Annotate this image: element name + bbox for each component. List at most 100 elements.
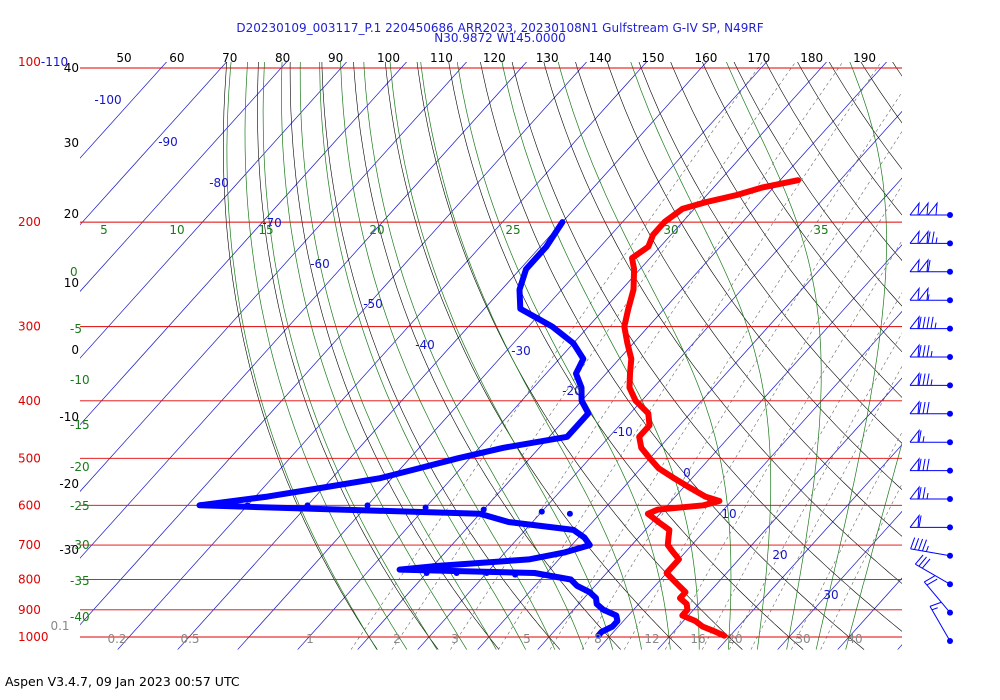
wind-barb-half <box>926 493 929 500</box>
wind-barb-full <box>914 538 920 550</box>
wind-barb-half <box>927 294 930 301</box>
top-axis-label: 150 <box>642 51 665 65</box>
top-axis-label: 140 <box>589 51 612 65</box>
moist-adiabat-label: -30 <box>70 538 90 552</box>
mixing-ratio-line <box>729 332 902 650</box>
wind-barb-full <box>910 537 916 550</box>
height-label: 30 <box>64 136 79 150</box>
mixing-ratio-label: 5 <box>523 632 531 646</box>
isotherm-label: -70 <box>262 216 282 230</box>
wind-barb <box>910 537 953 559</box>
top-axis-label: 110 <box>430 51 453 65</box>
isotherm-label: 0 <box>683 466 691 480</box>
wind-barb-full <box>918 515 922 528</box>
wind-barb-full <box>927 259 931 272</box>
top-axis-label: 190 <box>853 51 876 65</box>
wind-barb-pennant <box>909 343 920 358</box>
wind-barb <box>909 286 953 304</box>
isotherm-label: -30 <box>511 344 531 358</box>
isotherm-line <box>297 62 827 650</box>
top-axis-label: 160 <box>694 51 717 65</box>
dry-adiabat-line <box>638 62 902 444</box>
dry-adiabat-line <box>733 62 902 307</box>
mixing-ratio-line <box>820 483 902 650</box>
dry-adiabat-line <box>974 43 1000 649</box>
pressure-label: 600 <box>18 498 41 512</box>
pressure-label: 1000 <box>18 630 49 644</box>
wind-barb-half <box>930 379 933 386</box>
wind-barb-half <box>930 351 933 358</box>
mixing-ratio-label: 3 <box>451 632 459 646</box>
dry-adiabat-line <box>223 62 378 650</box>
height-label: 20 <box>64 207 79 221</box>
wind-barb-full <box>926 578 938 586</box>
dewpoint-dot <box>422 504 429 511</box>
pressure-label: 900 <box>18 603 41 617</box>
isotherm-line <box>657 377 902 650</box>
wind-barb <box>923 575 953 616</box>
pressure-label: 400 <box>18 394 41 408</box>
wind-barb-half <box>935 237 938 244</box>
wind-barb-pennant <box>918 258 929 273</box>
dry-adiabat-line <box>670 62 902 398</box>
mixing-ratio-line <box>791 431 902 650</box>
chart-title-line2: N30.9872 W145.0000 <box>434 31 566 45</box>
wind-barb-full <box>918 373 922 386</box>
isotherm-label: -80 <box>209 176 229 190</box>
isotherm-line <box>897 644 902 650</box>
dry-adiabat-line <box>416 62 743 650</box>
wind-barb-full <box>921 558 931 569</box>
mixing-ratio-label: 16 <box>690 632 705 646</box>
chart-title-line1: D20230109_003117_P.1 220450686 ARR2023, … <box>236 21 764 35</box>
moist-adiabat-line <box>630 62 772 650</box>
wind-barb <box>909 315 953 332</box>
isotherm-label: -60 <box>310 257 330 271</box>
moist-adiabat-label: 20 <box>369 223 384 237</box>
isotherm-label: 20 <box>772 548 787 562</box>
isotherm-line <box>80 62 467 492</box>
wind-barb-half <box>931 607 938 611</box>
dry-adiabat-line <box>257 62 439 650</box>
wind-barb <box>909 258 953 275</box>
top-axis-label: 180 <box>800 51 823 65</box>
wind-barb-full <box>922 487 926 500</box>
wind-barb <box>909 513 953 531</box>
isotherm-line <box>80 62 407 426</box>
temperature-profile <box>621 177 802 639</box>
mixing-ratio-label: 8 <box>594 632 602 646</box>
mixing-ratio-label: 1 <box>306 632 314 646</box>
moist-adiabat-line <box>340 62 556 650</box>
wind-barb-pennant <box>909 229 920 244</box>
moist-adiabat-label: -40 <box>70 610 90 624</box>
top-axis-label: 130 <box>536 51 559 65</box>
moist-adiabat-line <box>726 62 822 650</box>
mixing-ratio-line <box>750 365 902 650</box>
moist-adiabat-line <box>319 62 527 650</box>
dewpoint-dot <box>483 569 490 576</box>
isotherm-line <box>80 62 287 292</box>
pressure-label: 700 <box>18 538 41 552</box>
pressure-label: 800 <box>18 572 41 586</box>
wind-barb-full <box>921 539 927 552</box>
mixing-ratio-label: 0.1 <box>50 619 69 633</box>
mixing-ratio-label: 30 <box>795 632 810 646</box>
mixing-ratio-label: 40 <box>847 632 862 646</box>
dry-adiabat-line <box>943 43 1000 649</box>
wind-barb-full <box>918 345 922 358</box>
height-label: 40 <box>64 61 79 75</box>
wind-barb-staff <box>929 606 951 642</box>
isotherm-line <box>777 510 902 650</box>
wind-barb-full <box>929 601 942 607</box>
wind-barb-pennant <box>909 258 920 273</box>
isotherm-label: -10 <box>613 425 633 439</box>
dry-adiabat-line <box>575 62 902 537</box>
pressure-label: 500 <box>18 451 41 465</box>
mixing-ratio-label: 0.5 <box>180 632 199 646</box>
dry-adiabat-line <box>289 62 500 650</box>
isotherm-line <box>417 110 902 650</box>
wind-barb-full <box>927 231 931 244</box>
moist-adiabat-line <box>845 442 902 650</box>
wind-barb-full <box>926 345 930 358</box>
wind-barb <box>909 343 953 360</box>
pressure-label: 300 <box>18 320 41 334</box>
